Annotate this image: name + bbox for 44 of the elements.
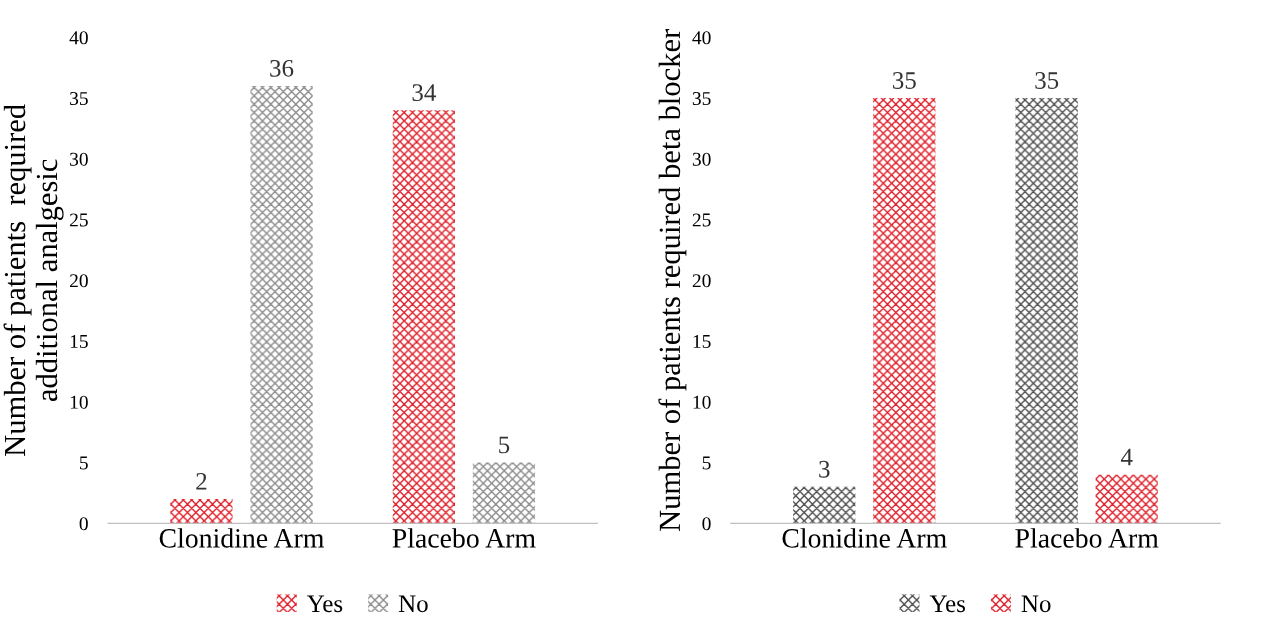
legend-label: Yes [307, 595, 343, 613]
data-label: 2 [196, 472, 207, 490]
bar [1095, 474, 1158, 524]
data-label: 35 [1035, 72, 1059, 89]
y-tick-label: 35 [692, 91, 711, 106]
data-label: 34 [412, 84, 436, 102]
y-tick-label: 15 [70, 335, 88, 349]
legend-label: No [1021, 595, 1051, 613]
y-tick-label: 35 [70, 91, 88, 106]
x-tick-label: Placebo Arm [392, 528, 536, 548]
data-label: 3 [819, 460, 830, 478]
y-tick-label: 0 [702, 517, 711, 531]
bar [392, 110, 456, 524]
data-label: 4 [1120, 448, 1133, 466]
x-tick-label: Placebo Arm [1015, 528, 1159, 548]
bar [1015, 98, 1078, 524]
y-tick-label: 40 [69, 31, 88, 45]
y-tick-label: 30 [70, 152, 88, 166]
y-tick-label: 10 [70, 395, 88, 409]
x-tick-label: Clonidine Arm [782, 528, 947, 548]
bar [873, 98, 936, 524]
data-label: 36 [270, 59, 294, 77]
y-tick-label: 25 [692, 213, 711, 227]
data-label: 5 [499, 436, 510, 454]
bar [170, 499, 233, 524]
legend-label: Yes [929, 595, 965, 613]
y-axis-title: Number of patients required beta blocker [658, 29, 687, 532]
y-tick-label: 5 [702, 456, 711, 470]
y-tick-label: 20 [70, 274, 88, 288]
y-tick-label: 10 [693, 395, 711, 409]
y-tick-label: 5 [80, 456, 88, 470]
x-tick-label: Clonidine Arm [159, 528, 324, 548]
bar [472, 462, 536, 524]
y-axis-title: Number of patients required additional analgesic [3, 104, 64, 456]
bar [250, 85, 313, 524]
legend-label: No [398, 595, 428, 613]
y-tick-label: 20 [692, 274, 711, 288]
y-tick-label: 25 [70, 213, 88, 227]
data-label: 35 [893, 72, 916, 89]
y-tick-label: 15 [693, 335, 711, 349]
y-tick-label: 0 [79, 517, 88, 531]
y-tick-label: 30 [692, 152, 711, 166]
y-tick-label: 40 [692, 31, 711, 45]
bar [793, 486, 856, 524]
